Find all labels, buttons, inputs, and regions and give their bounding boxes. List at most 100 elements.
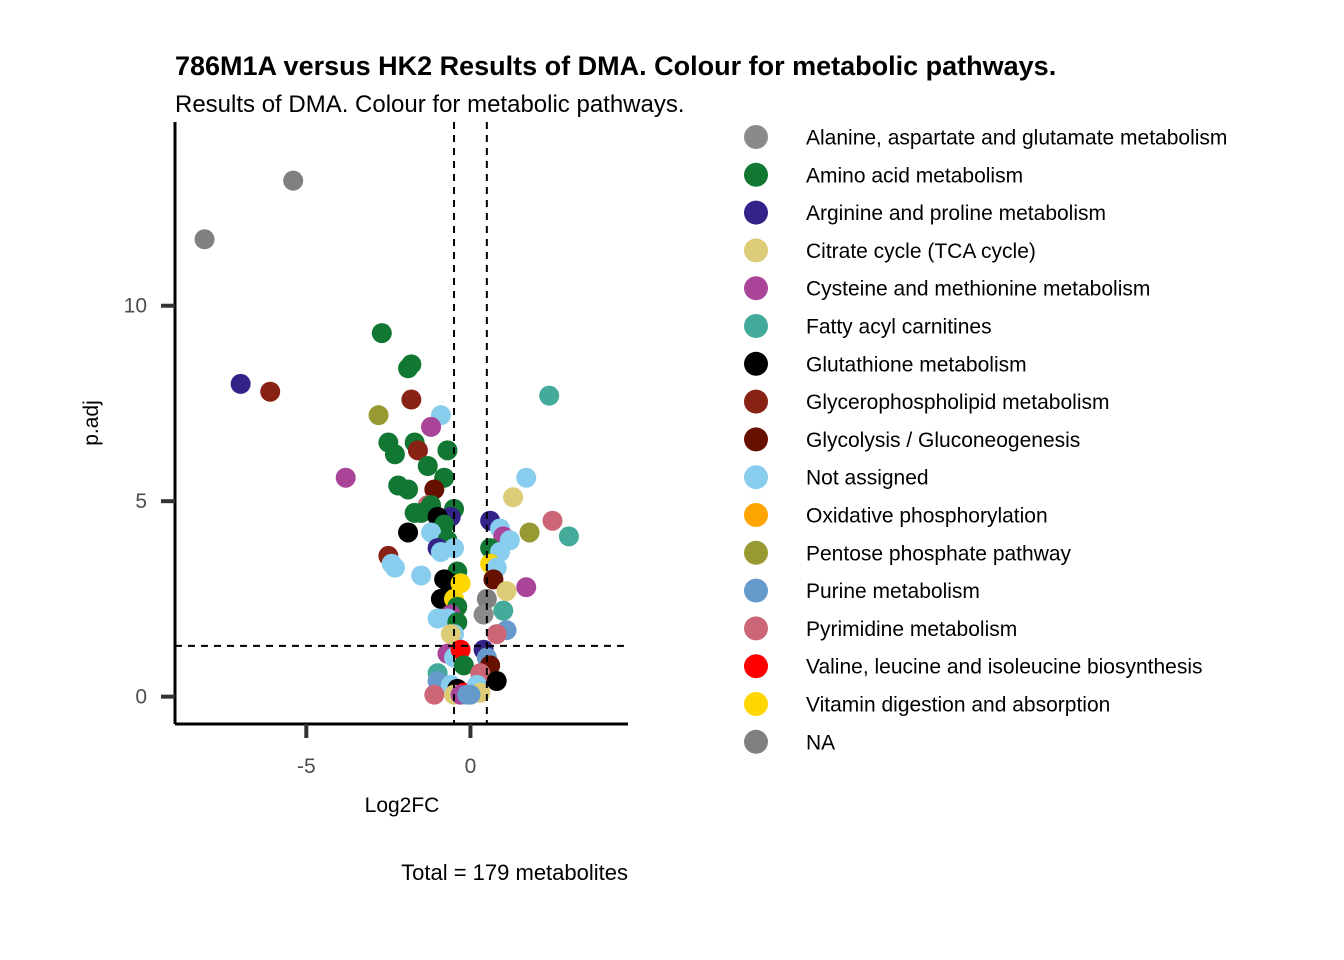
legend-item: Valine, leucine and isoleucine biosynthe… [744,654,1203,679]
legend-label: Valine, leucine and isoleucine biosynthe… [806,656,1203,679]
y-tick-label: 0 [135,686,147,709]
legend-item: Oxidative phosphorylation [744,503,1048,528]
data-point [230,373,251,394]
data-point [384,557,405,578]
y-tick-label: 5 [135,490,147,513]
legend-swatch [744,729,768,754]
data-point [450,573,471,594]
legend-label: Vitamin digestion and absorption [806,694,1110,717]
data-point [430,542,451,562]
legend-label: Oxidative phosphorylation [806,505,1048,528]
data-point [516,467,537,488]
legend-label: Alanine, aspartate and glutamate metabol… [806,127,1227,150]
legend-item: Vitamin digestion and absorption [744,692,1110,717]
legend-label: Glycerophospholipid metabolism [806,391,1110,414]
data-point [421,416,442,437]
legend-item: Glutathione metabolism [744,351,1027,376]
data-point [460,684,481,705]
data-point [398,522,419,543]
data-point [503,487,524,508]
data-point [384,444,405,465]
legend-swatch [744,276,768,301]
data-point [440,624,461,645]
data-point [437,440,458,461]
data-point [486,624,507,645]
legend-label: Pyrimidine metabolism [806,618,1017,641]
legend-label: Fatty acyl carnitines [806,316,992,339]
legend-item: Glycolysis / Gluconeogenesis [744,427,1080,452]
legend-item: Cysteine and methionine metabolism [744,276,1150,301]
legend-label: Purine metabolism [806,580,980,603]
x-axis-label: Log2FC [365,794,440,817]
data-point [486,671,507,691]
axes: 0 5 10 -5 0 [124,122,628,778]
legend-item: Fatty acyl carnitines [744,314,992,339]
data-point [473,604,494,625]
legend-label: Citrate cycle (TCA cycle) [806,240,1036,263]
data-point [539,385,560,406]
legend-swatch [744,125,768,149]
data-points [194,170,579,705]
legend-swatch [744,389,768,414]
data-point [283,170,304,191]
legend-label: Arginine and proline metabolism [806,202,1106,225]
legend-item: Purine metabolism [744,578,980,603]
data-point [407,440,428,461]
data-point [260,381,281,402]
data-point [519,522,540,543]
legend-swatch [744,616,768,641]
legend-swatch [744,692,768,716]
legend-swatch [744,427,768,452]
legend-item: Pyrimidine metabolism [744,616,1017,641]
legend-swatch [744,540,768,565]
legend-item: Not assigned [744,465,929,490]
legend-label: Pentose phosphate pathway [806,542,1072,565]
legend-item: NA [744,729,835,754]
legend-swatch [744,503,768,527]
data-point [424,479,445,500]
data-point [542,510,563,531]
legend-swatch [744,314,768,338]
legend-label: Glutathione metabolism [806,353,1027,376]
chart-caption: Total = 179 metabolites [401,860,628,885]
legend-swatch [744,238,768,263]
data-point [371,323,392,344]
data-point [516,577,537,598]
legend-swatch [744,578,768,603]
data-point [424,684,445,705]
legend-swatch [744,162,768,187]
data-point [558,526,579,547]
legend-label: Amino acid metabolism [806,164,1023,187]
data-point [483,569,504,590]
legend-label: Cysteine and methionine metabolism [806,278,1150,301]
threshold-lines [175,122,628,724]
chart-subtitle: Results of DMA. Colour for metabolic pat… [175,91,685,118]
legend-swatch [744,200,768,225]
data-point [493,600,514,621]
y-axis-label: p.adj [80,400,103,446]
data-point [398,358,419,379]
legend-swatch [744,351,768,376]
data-point [417,456,438,476]
legend: Alanine, aspartate and glutamate metabol… [744,125,1227,754]
data-point [411,502,432,523]
legend-item: Pentose phosphate pathway [744,540,1072,565]
legend-item: Citrate cycle (TCA cycle) [744,238,1036,263]
data-point [496,581,517,602]
legend-label: NA [806,731,835,754]
legend-swatch [744,465,768,490]
data-point [194,229,215,250]
legend-label: Not assigned [806,467,929,490]
legend-swatch [744,654,768,679]
data-point [476,588,497,609]
legend-item: Arginine and proline metabolism [744,200,1106,225]
data-point [453,655,474,676]
x-tick-label: 0 [465,755,477,778]
legend-item: Glycerophospholipid metabolism [744,389,1110,414]
data-point [450,639,471,660]
chart-title: 786M1A versus HK2 Results of DMA. Colour… [175,51,1056,81]
data-point [368,405,389,426]
y-tick-label: 10 [124,295,147,318]
data-point [401,389,422,410]
